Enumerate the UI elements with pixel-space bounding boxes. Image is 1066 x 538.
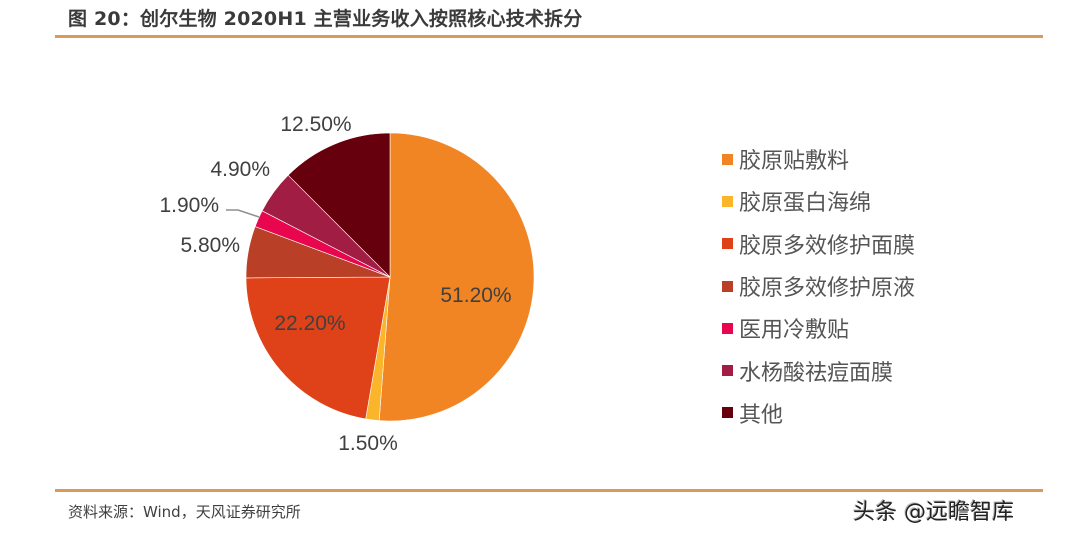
legend-swatch-icon (722, 280, 733, 292)
chart-title: 图 20：创尔生物 2020H1 主营业务收入按照核心技术拆分 (68, 8, 583, 30)
watermark: 头条 @远瞻智库 (853, 500, 1014, 525)
legend-item: 胶原贴敷料 (722, 138, 915, 180)
legend-label: 水杨酸祛痘面膜 (739, 360, 894, 386)
leader-line-1-90 (226, 209, 260, 218)
legend-swatch-icon (722, 407, 733, 419)
legend-item: 其他 (722, 392, 915, 434)
legend-label: 胶原多效修护面膜 (739, 233, 916, 259)
top-divider (55, 35, 1043, 38)
pie-slice (245, 276, 391, 420)
legend-label: 医用冷敷贴 (739, 318, 850, 344)
legend-label: 胶原多效修护原液 (739, 276, 916, 302)
legend-swatch-icon (722, 322, 733, 334)
legend-item: 胶原蛋白海绵 (722, 180, 915, 222)
slice-value-label: 1.50% (338, 432, 398, 455)
legend-label: 其他 (739, 402, 784, 428)
pie-labels: 51.20% 1.50% 22.20% 5.80% 1.90% 4.90% 12.50% (159, 113, 511, 455)
legend-swatch-icon (722, 195, 733, 207)
slice-value-label: 4.90% (210, 158, 270, 181)
source-note: 资料来源：Wind，天风证券研究所 (68, 503, 301, 521)
slice-value-label: 12.50% (280, 113, 351, 136)
slice-value-label: 22.20% (274, 312, 345, 335)
legend-swatch-icon (722, 153, 733, 165)
slice-value-label: 1.90% (159, 194, 219, 217)
legend-swatch-icon (722, 365, 733, 377)
legend-item: 胶原多效修护面膜 (722, 223, 915, 265)
slice-value-label: 51.20% (440, 284, 511, 307)
legend-swatch-icon (722, 238, 733, 250)
legend-item: 胶原多效修护原液 (722, 265, 915, 307)
pie-slices (245, 132, 535, 422)
legend-item: 水杨酸祛痘面膜 (722, 349, 915, 391)
pie-slice (287, 132, 391, 278)
bottom-divider (55, 489, 1043, 492)
legend-label: 胶原贴敷料 (739, 149, 850, 175)
slice-value-label: 5.80% (180, 234, 240, 257)
legend-item: 医用冷敷贴 (722, 307, 915, 349)
legend-label: 胶原蛋白海绵 (739, 191, 872, 217)
chart-legend: 胶原贴敷料 胶原蛋白海绵 胶原多效修护面膜 胶原多效修护原液 医用冷敷贴 水杨酸… (722, 138, 915, 434)
pie-slice (378, 132, 535, 422)
